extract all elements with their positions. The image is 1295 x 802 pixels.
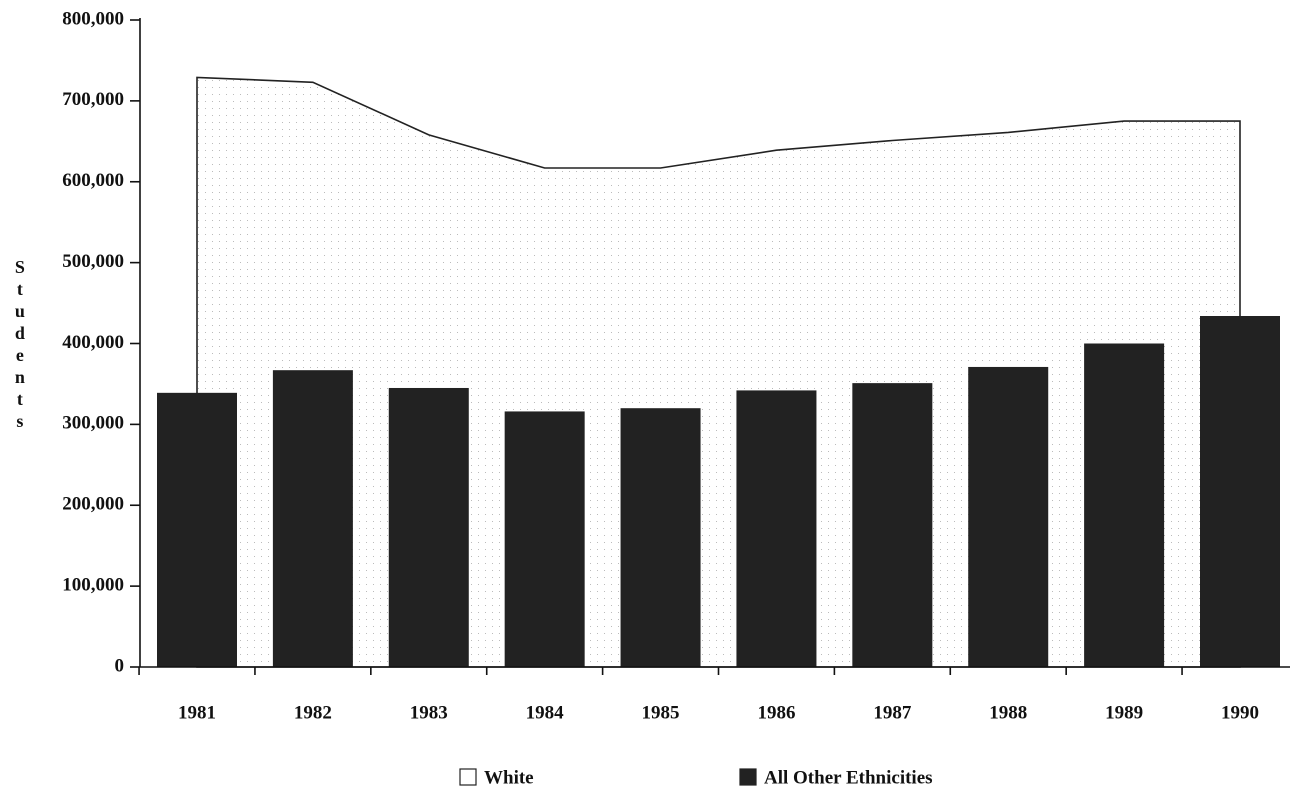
y-tick-label: 200,000	[62, 494, 124, 515]
x-tick-label: 1985	[642, 702, 680, 723]
x-tick-label: 1983	[410, 702, 448, 723]
bar	[620, 408, 701, 667]
y-tick-label: 700,000	[62, 89, 124, 110]
x-tick-label: 1987	[873, 702, 912, 723]
y-tick-label: 300,000	[62, 413, 124, 434]
x-tick-label: 1981	[178, 702, 216, 723]
x-tick-label: 1988	[989, 702, 1027, 723]
x-tick-label: 1989	[1105, 702, 1143, 723]
x-tick-label: 1984	[526, 702, 565, 723]
bar	[736, 390, 817, 667]
bar	[504, 411, 585, 667]
x-tick-label: 1982	[294, 702, 332, 723]
legend-label: All Other Ethnicities	[764, 767, 933, 788]
legend-swatch	[459, 768, 477, 786]
x-tick-label: 1990	[1221, 702, 1259, 723]
y-tick-label: 400,000	[62, 332, 124, 353]
y-tick-label: 800,000	[62, 8, 124, 29]
y-tick-label: 600,000	[62, 170, 124, 191]
x-tick-label: 1986	[757, 702, 795, 723]
area	[196, 76, 1241, 668]
bar	[388, 387, 469, 667]
y-tick-label: 100,000	[62, 574, 124, 595]
bar	[1084, 343, 1165, 667]
y-axis-label: Students	[10, 257, 30, 433]
legend-swatch	[739, 768, 757, 786]
bar	[272, 370, 353, 667]
bar	[1200, 316, 1280, 667]
bar	[157, 392, 237, 667]
bar	[968, 366, 1049, 667]
y-tick-label: 0	[115, 655, 125, 676]
legend-label: White	[484, 767, 534, 788]
y-tick-label: 500,000	[62, 251, 124, 272]
bar	[852, 383, 933, 667]
